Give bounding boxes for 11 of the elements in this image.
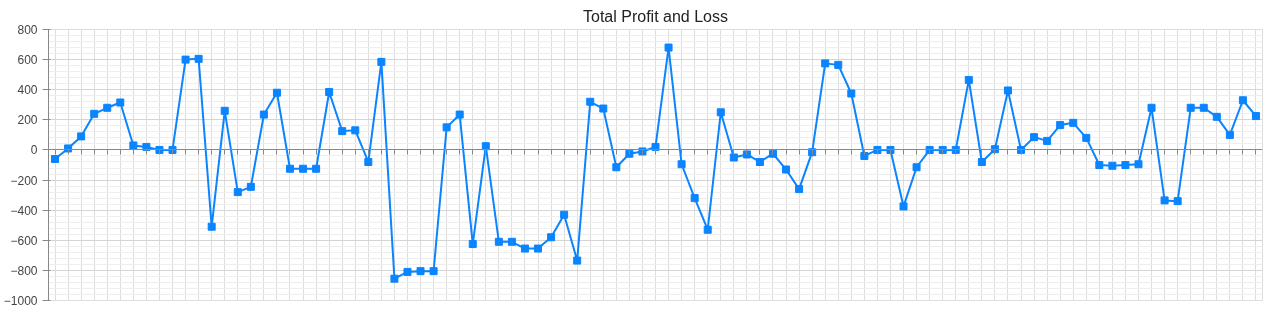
- chart-title: Total Profit and Loss: [583, 7, 728, 25]
- y-tick-label: 800: [17, 23, 38, 37]
- y-tick-label: −400: [10, 203, 38, 218]
- y-tick-label: −1000: [3, 294, 38, 308]
- y-tick-label: −600: [10, 233, 38, 248]
- y-tick-label: 400: [17, 83, 38, 98]
- y-tick-label: −200: [10, 173, 38, 188]
- y-tick-label: 200: [17, 113, 38, 128]
- y-tick-label: −800: [10, 263, 38, 278]
- y-tick-label: 0: [30, 143, 38, 158]
- y-tick-label: 600: [17, 53, 38, 68]
